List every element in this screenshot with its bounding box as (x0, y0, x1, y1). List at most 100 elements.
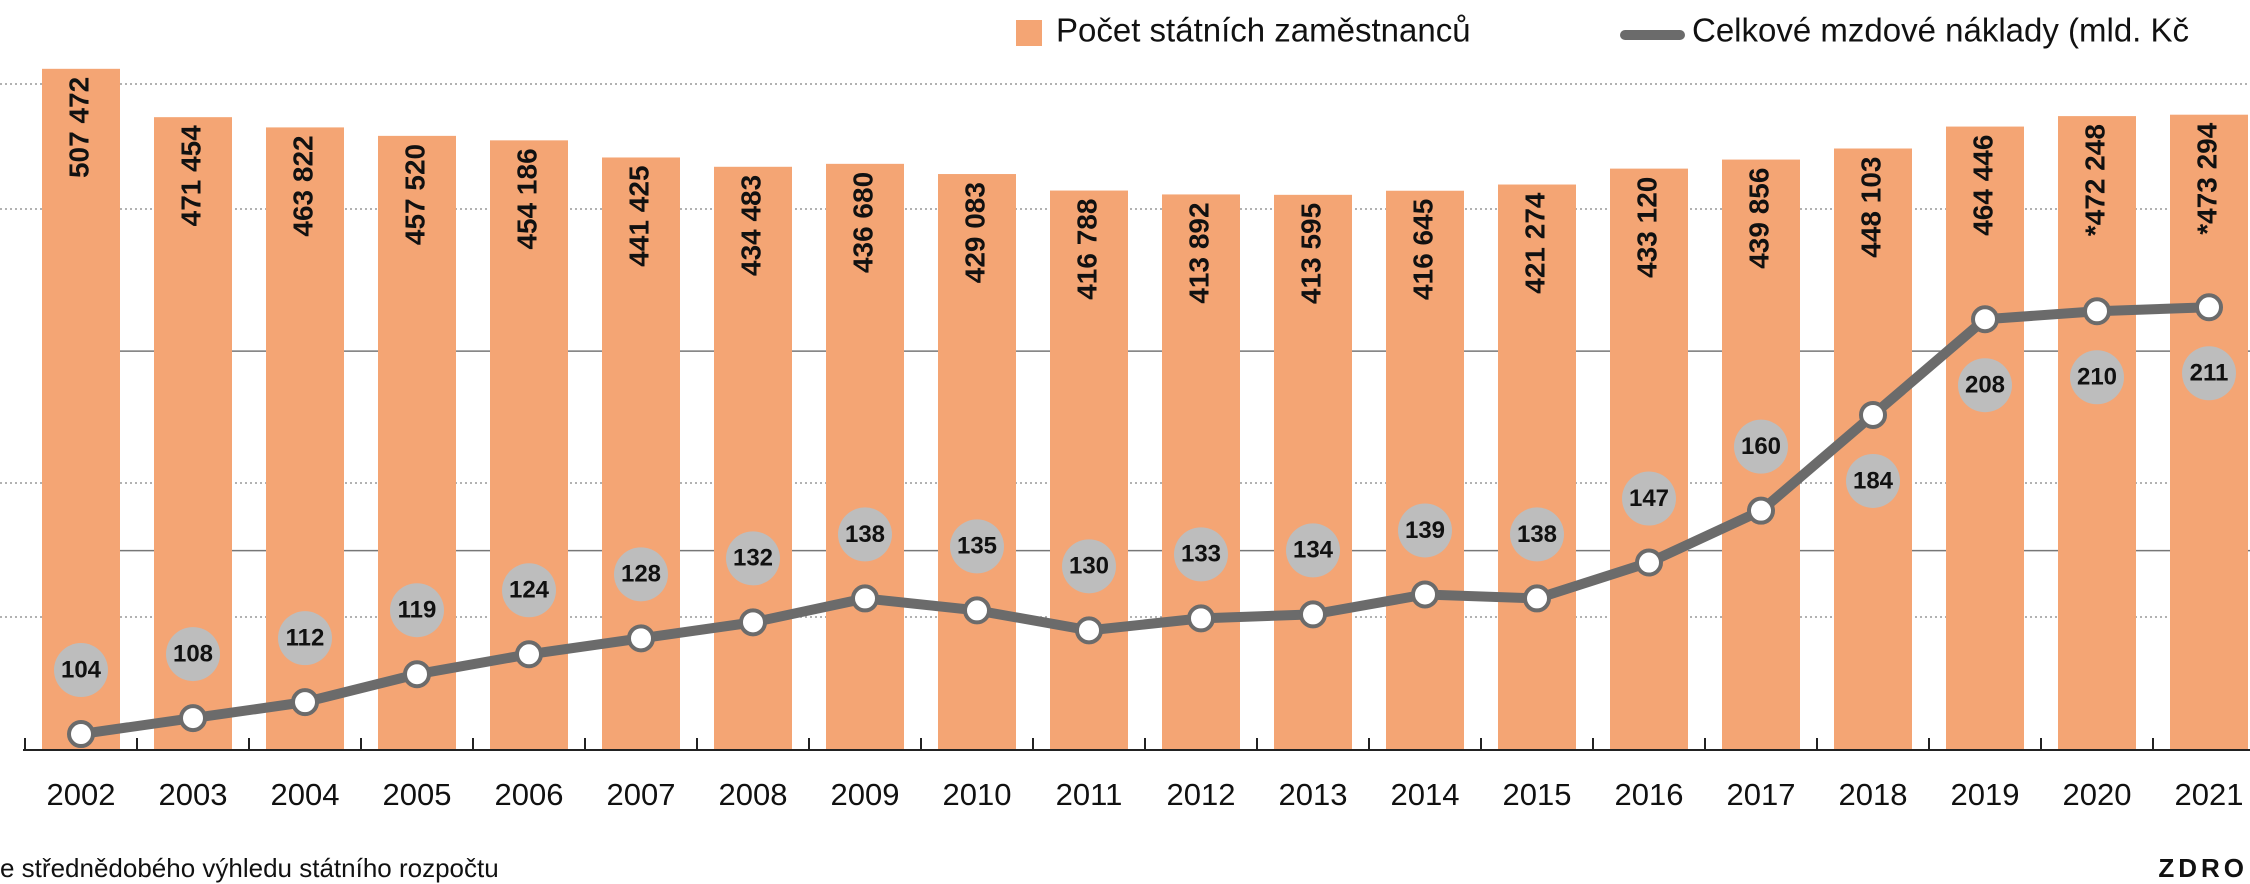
line-marker (1747, 496, 1775, 525)
line-label: 124 (509, 577, 550, 604)
bar-label: 471 454 (175, 125, 206, 227)
bar-label: *472 248 (2079, 124, 2110, 236)
bar-label: 464 446 (1967, 135, 1998, 236)
label-bubble (2182, 346, 2236, 401)
bar-label: 436 680 (847, 172, 878, 273)
line-layer: 104 108 112 119 124 128 132 138 135 130 133 134 139 1… (54, 293, 2236, 749)
line-marker (851, 584, 879, 613)
label-bubble (278, 611, 332, 666)
x-tick-label: 2020 (2063, 777, 2132, 812)
label-bubble (2070, 350, 2124, 405)
bar (1162, 194, 1240, 751)
x-tick-label: 2017 (1727, 777, 1796, 812)
x-tick-label: 2018 (1839, 777, 1908, 812)
x-tick-label: 2021 (2175, 777, 2244, 812)
bar-label: 448 103 (1855, 157, 1886, 258)
bar (1946, 126, 2024, 751)
line-label: 138 (845, 521, 885, 548)
line-label: 139 (1405, 517, 1445, 544)
legend-label: Počet státních zaměstnanců (1056, 12, 1471, 49)
line-marker (515, 640, 543, 669)
line-label: 108 (173, 640, 213, 667)
line-marker (2083, 297, 2111, 326)
line-marker (739, 608, 767, 637)
line-label: 128 (621, 561, 661, 588)
x-tick-label: 2015 (1503, 777, 1572, 812)
line-label: 133 (1181, 541, 1221, 568)
bar (938, 174, 1016, 751)
line-label: 147 (1629, 485, 1669, 512)
x-tick-label: 2019 (1951, 777, 2020, 812)
x-tick-label: 2005 (383, 777, 452, 812)
bar-label: 413 595 (1295, 203, 1326, 304)
label-bubble (614, 547, 668, 602)
label-bubble (838, 507, 892, 562)
bar (714, 166, 792, 750)
line-marker (179, 704, 207, 733)
bar (2058, 116, 2136, 750)
legend-swatch-bar (1016, 20, 1042, 46)
line-label: 130 (1069, 553, 1109, 580)
bar (2170, 114, 2248, 750)
line-label: 184 (1853, 467, 1894, 494)
x-tick-label: 2010 (943, 777, 1012, 812)
x-tick-label: 2008 (719, 777, 788, 812)
bar (378, 135, 456, 751)
x-tick-label: 2006 (495, 777, 564, 812)
line-marker (291, 688, 319, 717)
line-label: 211 (2190, 360, 2229, 387)
x-tick-label: 2011 (1056, 777, 1123, 812)
line-marker (1971, 305, 1999, 334)
bar-label: 463 822 (287, 135, 318, 236)
line-label: 112 (286, 624, 325, 651)
line-marker (67, 720, 95, 749)
line-marker (403, 660, 431, 689)
bar-label: 416 645 (1407, 199, 1438, 300)
bar-label: 441 425 (623, 165, 654, 266)
line-label: 208 (1965, 372, 2005, 399)
bar-label: 434 483 (735, 175, 766, 276)
x-tick-label: 2007 (607, 777, 676, 812)
label-bubble (390, 583, 444, 638)
label-bubble (1846, 453, 1900, 508)
label-bubble (1174, 527, 1228, 582)
line-marker (2195, 293, 2223, 322)
label-bubble (1286, 523, 1340, 578)
x-tick-label: 2003 (159, 777, 228, 812)
bar (1610, 168, 1688, 750)
label-bubble (1734, 419, 1788, 474)
bar (826, 163, 904, 751)
x-tick-label: 2009 (831, 777, 900, 812)
bar (1834, 148, 1912, 751)
x-tick-label: 2016 (1615, 777, 1684, 812)
label-bubble (166, 627, 220, 682)
bar-label: 416 788 (1071, 199, 1102, 300)
line-label: 119 (398, 597, 437, 624)
x-tick-label: 2004 (271, 777, 340, 812)
label-bubble (1510, 507, 1564, 562)
bar (42, 68, 120, 751)
label-bubble (950, 519, 1004, 574)
bar-label: 457 520 (399, 144, 430, 245)
x-tick-label: 2014 (1391, 777, 1460, 812)
bar (1386, 190, 1464, 751)
bar-label: *473 294 (2191, 122, 2222, 235)
line-label: 104 (61, 656, 102, 683)
line-label: 138 (1517, 521, 1557, 548)
label-bubble (1958, 358, 2012, 413)
line-label: 210 (2077, 364, 2117, 391)
line-marker (963, 596, 991, 625)
line-marker (627, 624, 655, 653)
label-bubble (726, 531, 780, 586)
x-tick-label: 2013 (1279, 777, 1348, 812)
line-marker (1523, 584, 1551, 613)
bars: 507 472 471 454 463 822 457 520 454 186 441 4… (42, 68, 2248, 751)
bar-label: 421 274 (1519, 192, 1550, 294)
line-marker (1859, 400, 1887, 429)
line-label: 135 (957, 533, 997, 560)
label-bubble (1398, 503, 1452, 558)
bar-label: 454 186 (511, 148, 542, 249)
line-label: 134 (1293, 537, 1334, 564)
label-bubble (1062, 539, 1116, 594)
